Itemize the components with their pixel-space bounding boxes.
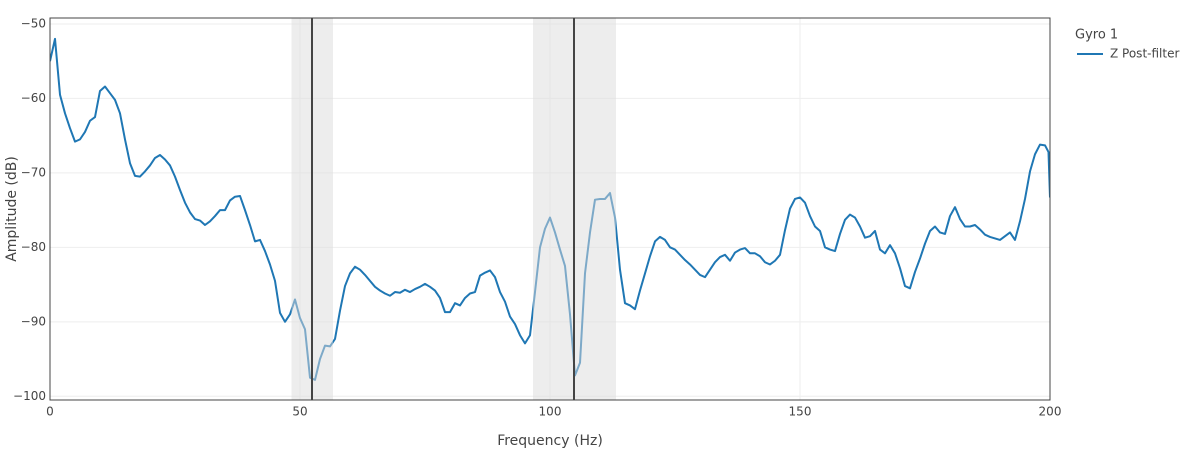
plot-frame [49,17,1051,401]
y-tick-label: −90 [21,314,46,328]
x-tick-label: 0 [46,405,54,419]
x-axis-title: Frequency (Hz) [497,433,603,449]
legend-title: Gyro 1 [1075,28,1118,43]
legend-label: Z Post-filter [1110,47,1179,61]
y-tick-label: −70 [21,165,46,179]
y-tick-label: −60 [21,91,46,105]
x-tick-label: 100 [539,405,562,419]
y-tick-label: −100 [13,389,46,403]
y-tick-label: −50 [21,16,46,30]
x-tick-label: 50 [292,405,307,419]
y-axis-title: Amplitude (dB) [4,156,20,262]
x-tick-label: 150 [789,405,812,419]
y-tick-label: −80 [21,240,46,254]
x-tick-label: 200 [1039,405,1062,419]
